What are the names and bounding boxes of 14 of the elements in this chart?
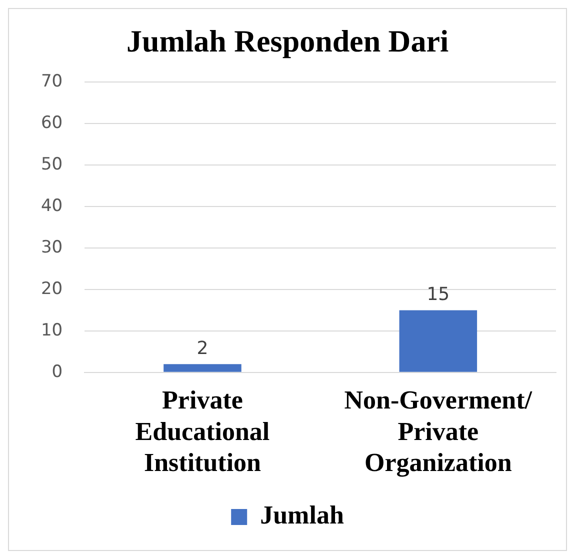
- y-tick-label: 10: [40, 320, 63, 340]
- x-tick-label: Non-Goverment/ Private Organization: [344, 386, 533, 478]
- y-tick-label: 70: [40, 72, 63, 92]
- data-label: 15: [426, 284, 450, 305]
- legend-label: Jumlah: [260, 500, 344, 530]
- y-tick-label: 20: [40, 278, 63, 299]
- y-tick-label: 40: [40, 196, 63, 216]
- chart-title: Jumlah Responden Dari: [126, 24, 449, 59]
- y-tick-label: 0: [52, 362, 63, 382]
- data-label: 2: [196, 338, 208, 359]
- y-tick-label: 50: [40, 154, 63, 175]
- y-tick-label: 60: [40, 113, 63, 134]
- y-tick-label: 30: [40, 237, 63, 258]
- x-tick-label: Private Educational Institution: [135, 386, 270, 478]
